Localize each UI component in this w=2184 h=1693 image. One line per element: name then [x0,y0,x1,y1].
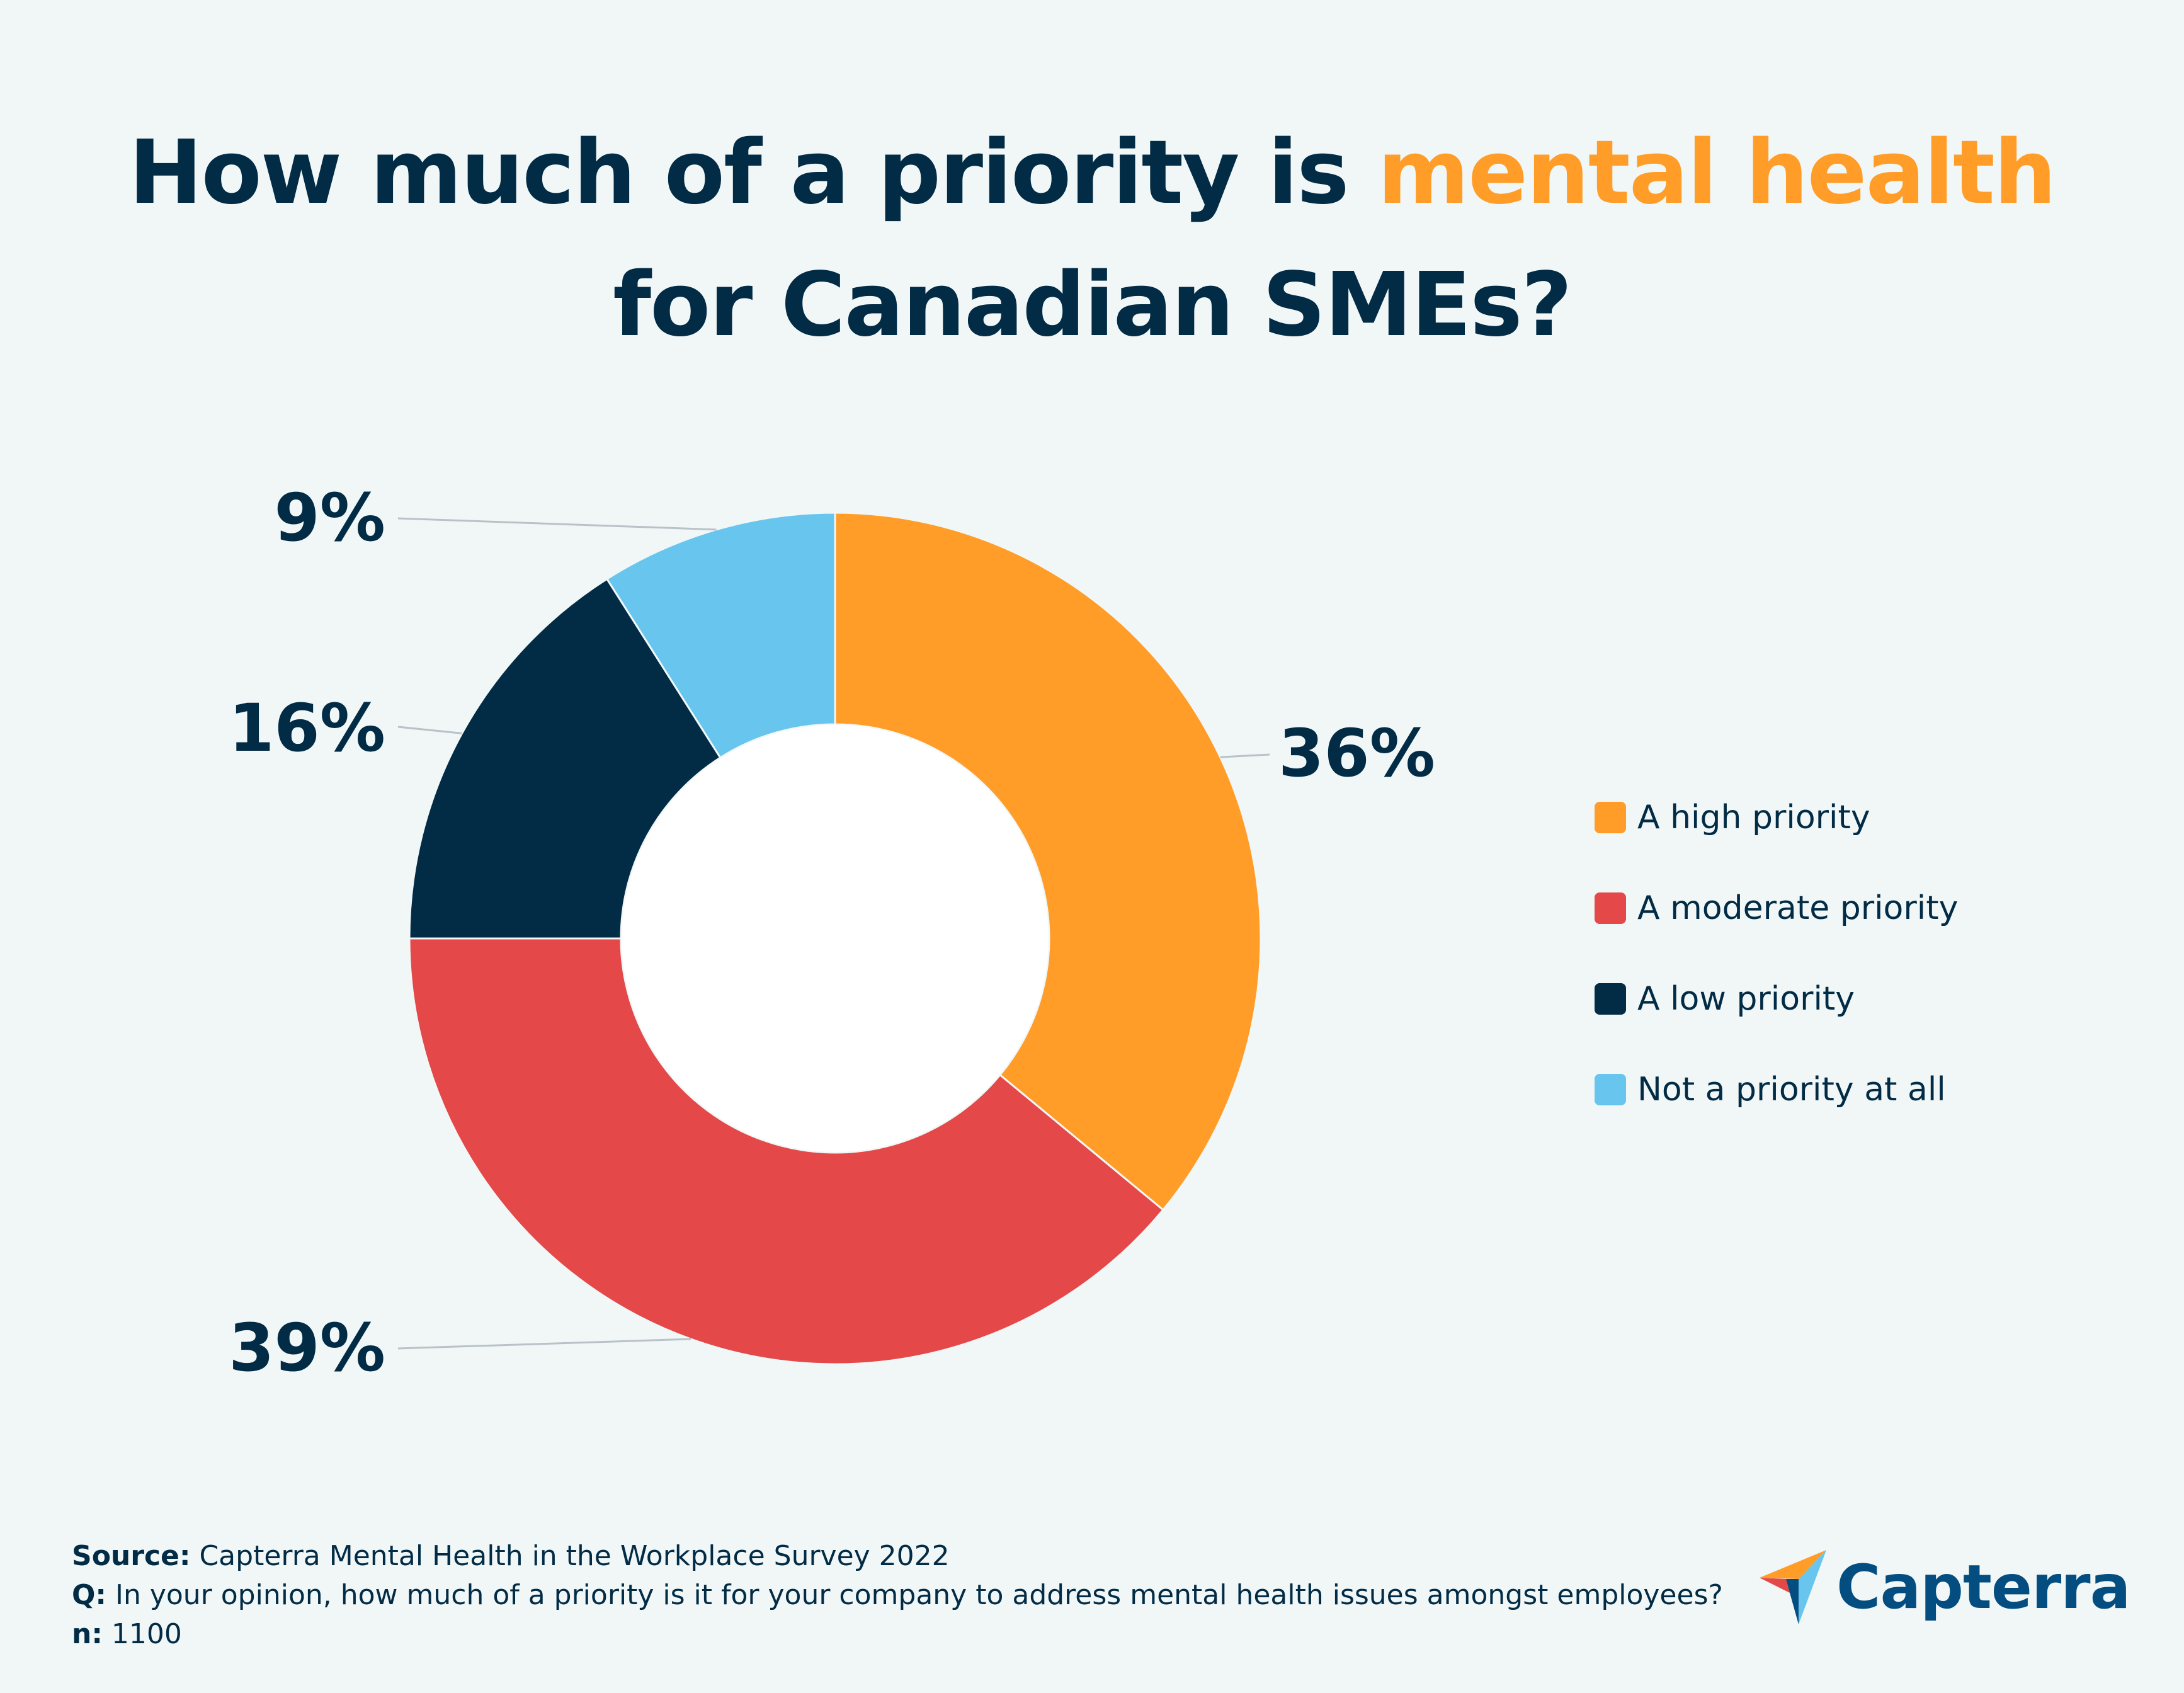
leader-line-high-priority [1220,753,1270,758]
legend-item-low: A low priority [1595,954,1958,1044]
chart-legend: A high priority A moderate priority A lo… [1595,772,1958,1135]
legend-item-high: A high priority [1595,772,1958,863]
legend-swatch-low [1595,983,1626,1015]
legend-swatch-high [1595,802,1626,833]
slice-moderate-priority [408,937,1164,1365]
donut-hole [622,725,1049,1152]
capterra-arrow-icon [1760,1550,1826,1624]
footer-sample: n: 1100 [72,1615,1723,1654]
legend-swatch-moderate [1595,892,1626,924]
footer-notes: Source: Capterra Mental Health in the Wo… [72,1537,1723,1654]
logo-text: Capterra [1836,1552,2130,1622]
legend-item-moderate: A moderate priority [1595,863,1958,954]
slice-not-priority [605,511,836,759]
footer-source: Source: Capterra Mental Health in the Wo… [72,1537,1723,1576]
q-label: Q: [72,1579,106,1611]
title-highlight: mental health [1377,122,2056,224]
source-text: Capterra Mental Health in the Workplace … [190,1540,950,1572]
slice-low-priority [408,578,722,940]
source-label: Source: [72,1540,191,1572]
footer-question: Q: In your opinion, how much of a priori… [72,1576,1723,1615]
legend-swatch-not [1595,1074,1626,1105]
slice-high-priority [834,511,1262,1212]
data-label-moderate-priority: 39% [229,1309,385,1386]
n-label: n: [72,1618,103,1650]
legend-label-not: Not a priority at all [1637,1071,1946,1109]
leader-line-moderate-priority [397,1338,691,1350]
data-label-high-priority: 36% [1278,715,1435,792]
title-line-2: for Canadian SMEs? [613,254,1573,356]
chart-title: How much of a priority is mental health … [0,107,2184,372]
capterra-logo: Capterra [1757,1546,2130,1628]
leader-line-not-priority [397,517,717,531]
title-prefix: How much of a priority is [128,122,1378,224]
legend-label-low: A low priority [1637,980,1855,1018]
data-label-low-priority: 16% [229,690,385,767]
data-label-not-priority: 9% [274,479,385,556]
legend-label-moderate: A moderate priority [1637,889,1959,927]
n-text: 1100 [102,1618,182,1650]
q-text: In your opinion, how much of a priority … [106,1579,1723,1611]
leader-line-low-priority [397,726,462,734]
legend-item-not: Not a priority at all [1595,1044,1958,1135]
title-line-1: How much of a priority is mental health [0,107,2184,239]
legend-label-high: A high priority [1637,799,1870,836]
